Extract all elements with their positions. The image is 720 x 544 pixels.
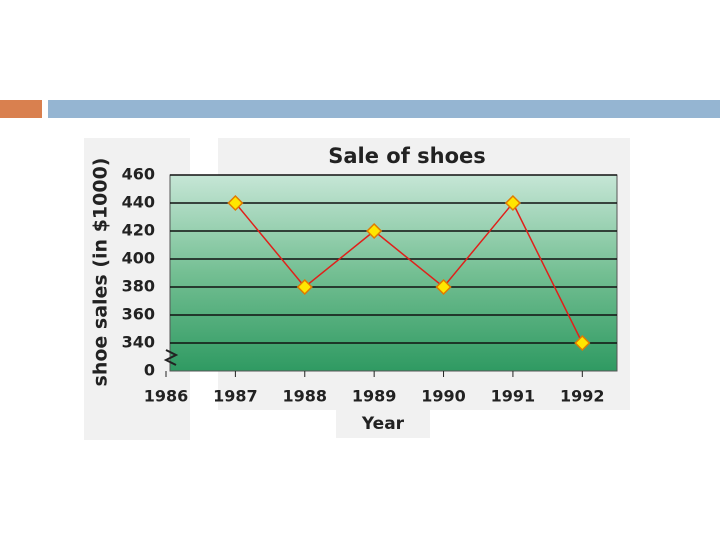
plot-area <box>169 174 618 372</box>
x-tick-label: 1987 <box>213 387 258 406</box>
y-tick-label: 420 <box>122 221 155 240</box>
y-tick-label: 400 <box>122 249 155 268</box>
y-tick-label: 460 <box>122 165 155 184</box>
y-tick-label: 440 <box>122 193 155 212</box>
x-axis-label: Year <box>361 414 405 434</box>
data-point <box>296 278 313 296</box>
x-tick-label: 1989 <box>352 387 397 406</box>
data-point <box>504 194 521 212</box>
header-bar <box>48 100 720 118</box>
x-tick-label: 1991 <box>491 387 536 406</box>
y-tick-label: 0 <box>144 361 155 380</box>
x-tick-label: 1988 <box>283 387 328 406</box>
data-point <box>366 222 383 240</box>
y-tick-label: 360 <box>122 305 155 324</box>
x-tick-label: 1992 <box>560 387 605 406</box>
accent-block <box>0 100 42 118</box>
axis-break <box>163 349 179 366</box>
xlabel-backdrop <box>336 410 430 438</box>
y-axis-label: shoe sales (in $1000) <box>90 158 112 387</box>
data-point <box>574 334 591 352</box>
data-point <box>227 194 244 212</box>
chart-title: Sale of shoes <box>328 144 486 168</box>
x-tick-label: 1990 <box>421 387 466 406</box>
y-tick-label: 380 <box>122 277 155 296</box>
y-tick-label: 340 <box>122 333 155 352</box>
series-line <box>234 201 583 344</box>
x-tick-label: 1986 <box>144 387 189 406</box>
data-point <box>435 278 452 296</box>
